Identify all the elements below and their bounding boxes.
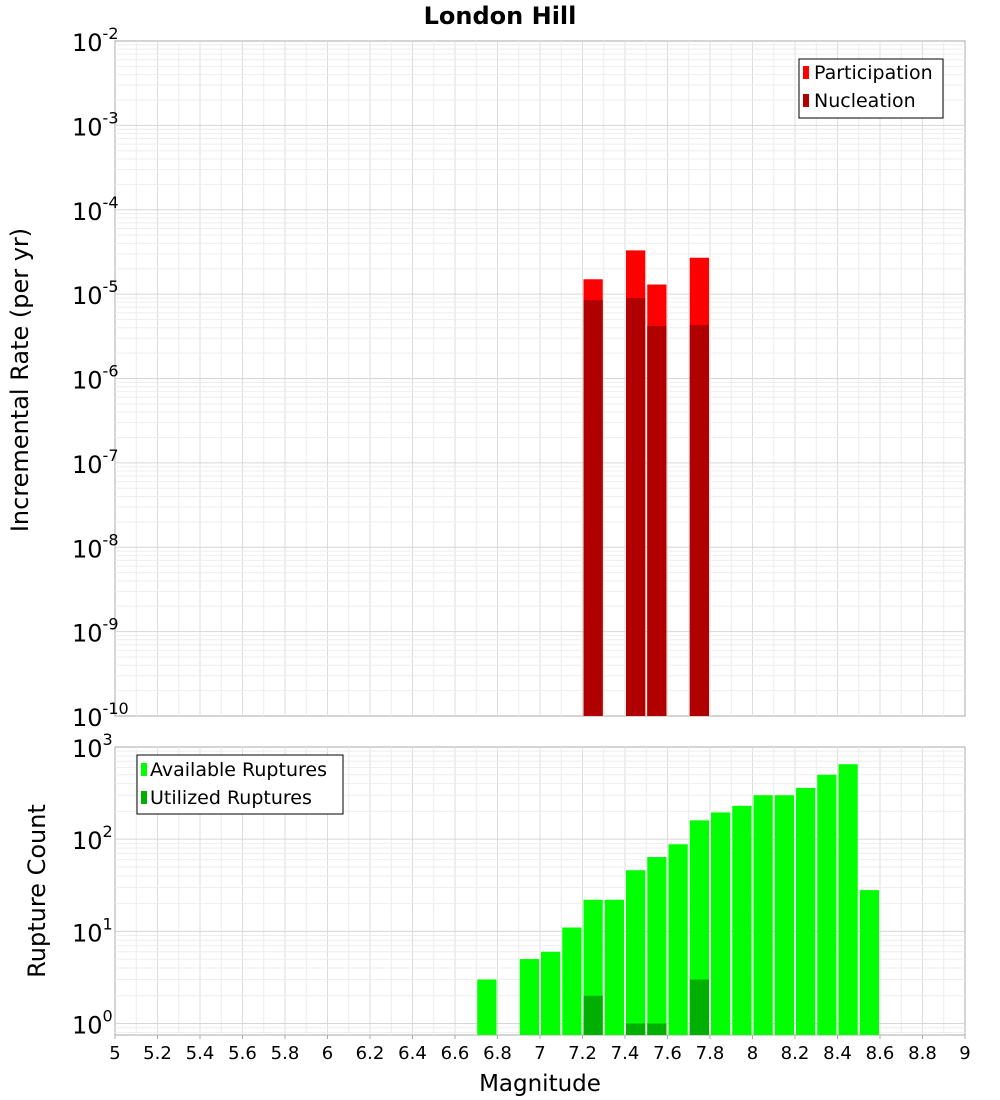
count-legend-box [136, 754, 344, 815]
bar-available-ruptures [711, 812, 731, 1035]
x-tick-label: 6.2 [356, 1043, 385, 1064]
y-tick-label: 10-10 [72, 699, 129, 732]
bar-nucleation [626, 297, 646, 716]
x-tick-label: 6 [322, 1043, 333, 1064]
bar-available-ruptures [562, 927, 582, 1035]
y-tick-label: 10-2 [72, 24, 119, 57]
bar-available-ruptures [796, 787, 816, 1035]
nucleation-legend-label: Nucleation [814, 90, 916, 112]
rate-legend-box [798, 58, 944, 119]
rate-panel: 10-10 10-9 10-8 10-7 10-6 10-5 10-4 10-3 10-2 In… [6, 24, 966, 732]
y-tick-label: 10-4 [72, 193, 119, 226]
x-tick-label: 5 [109, 1043, 120, 1064]
count-panel: 100 101 102 103 5 5.2 5.4 5.6 5.8 6 6.2 6.4 6.6 6.8 7… [23, 730, 971, 1097]
x-tick-label: 5.2 [143, 1043, 172, 1064]
chart-title: London Hill [424, 2, 577, 30]
participation-legend-swatch [803, 66, 809, 79]
bar-available-ruptures [626, 870, 646, 1035]
rate-grid [115, 41, 965, 716]
utilized-legend-label: Utilized Ruptures [150, 787, 312, 809]
bar-available-ruptures [753, 795, 773, 1035]
bar-nucleation [689, 325, 709, 716]
bar-available-ruptures [668, 844, 688, 1035]
nucleation-legend-swatch [803, 94, 809, 107]
y-tick-label: 10-9 [72, 615, 119, 648]
y-tick-label: 100 [72, 1006, 113, 1039]
bar-nucleation [647, 325, 667, 716]
bar-utilized-ruptures [583, 995, 603, 1035]
bar-available-ruptures [519, 959, 539, 1035]
x-ticks: 5 5.2 5.4 5.6 5.8 6 6.2 6.4 6.6 6.8 7 7.2 7.4 7.6 7.8 8… [109, 1035, 971, 1064]
bar-available-ruptures [859, 890, 879, 1035]
count-y-axis-label: Rupture Count [23, 804, 51, 978]
count-bars [477, 764, 879, 1035]
rate-bars [583, 250, 709, 717]
rate-legend: Participation Nucleation [798, 58, 944, 119]
bar-available-ruptures [541, 951, 561, 1035]
x-tick-label: 7.4 [611, 1043, 640, 1064]
bar-available-ruptures [774, 795, 794, 1035]
x-tick-label: 6.6 [441, 1043, 470, 1064]
x-tick-label: 8 [747, 1043, 758, 1064]
x-axis-label: Magnitude [479, 1071, 601, 1097]
count-y-ticks: 100 101 102 103 [72, 730, 113, 1039]
x-tick-label: 5.4 [186, 1043, 215, 1064]
bar-available-ruptures [477, 979, 497, 1035]
y-tick-label: 10-6 [72, 362, 119, 395]
x-tick-label: 6.4 [398, 1043, 427, 1064]
x-tick-label: 8.2 [781, 1043, 810, 1064]
y-tick-label: 101 [72, 914, 113, 947]
x-tick-label: 7.6 [653, 1043, 682, 1064]
y-tick-label: 102 [72, 822, 113, 855]
rate-y-ticks: 10-10 10-9 10-8 10-7 10-6 10-5 10-4 10-3 10-2 [72, 24, 129, 732]
bar-available-ruptures [838, 764, 858, 1035]
bar-available-ruptures [817, 774, 837, 1035]
x-tick-label: 8.8 [908, 1043, 937, 1064]
participation-legend-label: Participation [814, 62, 933, 84]
available-legend-swatch [141, 763, 147, 776]
count-legend: Available Ruptures Utilized Ruptures [136, 754, 344, 815]
bar-utilized-ruptures [626, 1023, 646, 1035]
bar-utilized-ruptures [647, 1023, 667, 1035]
y-tick-label: 10-7 [72, 446, 119, 479]
x-tick-label: 7 [534, 1043, 545, 1064]
bar-available-ruptures [604, 899, 624, 1035]
available-legend-label: Available Ruptures [150, 759, 327, 781]
y-tick-label: 10-8 [72, 530, 119, 563]
y-tick-label: 10-5 [72, 277, 119, 310]
x-tick-label: 8.6 [866, 1043, 895, 1064]
x-tick-label: 7.2 [568, 1043, 597, 1064]
bar-utilized-ruptures [689, 979, 709, 1035]
x-tick-label: 5.6 [228, 1043, 257, 1064]
bar-available-ruptures [647, 857, 667, 1035]
bar-available-ruptures [732, 805, 752, 1035]
x-tick-label: 7.8 [696, 1043, 725, 1064]
y-tick-label: 10-3 [72, 108, 119, 141]
bar-nucleation [583, 300, 603, 716]
x-tick-label: 8.4 [823, 1043, 852, 1064]
x-tick-label: 9 [959, 1043, 970, 1064]
x-tick-label: 6.8 [483, 1043, 512, 1064]
rate-y-axis-label: Incremental Rate (per yr) [6, 228, 34, 532]
y-tick-label: 103 [72, 730, 113, 763]
utilized-legend-swatch [141, 791, 147, 804]
x-tick-label: 5.8 [271, 1043, 300, 1064]
